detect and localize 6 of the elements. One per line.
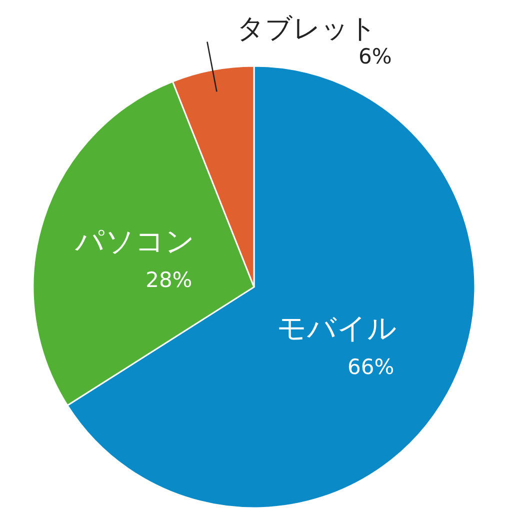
data-label: 66% bbox=[347, 355, 394, 380]
slice-label: タブレット bbox=[237, 14, 378, 45]
data-label: 28% bbox=[146, 268, 192, 292]
slice-label: パソコン bbox=[74, 224, 195, 258]
data-label: 6% bbox=[358, 44, 392, 69]
slice-label: モバイル bbox=[276, 311, 397, 346]
